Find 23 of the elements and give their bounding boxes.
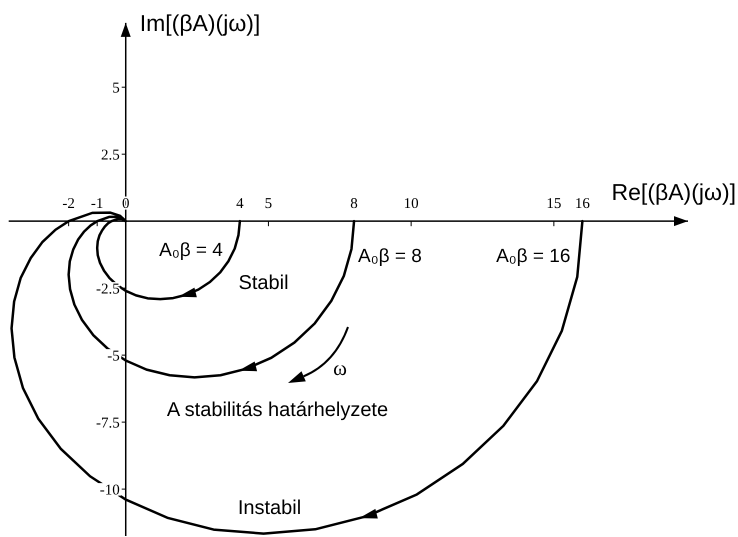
- y-tick-label: 2.5: [100, 148, 120, 164]
- x-tick-label: 15: [546, 196, 562, 212]
- series-label: A₀β = 8: [358, 246, 422, 267]
- annotation: A stabilitás határhelyzete: [166, 399, 388, 421]
- y-axis-title: Im[(βA)(jω)]: [140, 10, 260, 36]
- x-tick-label: 10: [404, 196, 419, 212]
- x-tick-label: 5: [264, 196, 272, 212]
- x-axis-title: Re[(βA)(jω)]: [612, 179, 736, 206]
- x-tick-label: 4: [236, 196, 244, 212]
- series-label: A₀β = 16: [496, 246, 570, 267]
- x-tick-label: -2: [62, 196, 75, 212]
- y-tick-label: 5: [112, 80, 120, 97]
- series-label: A₀β = 4: [159, 240, 224, 261]
- y-tick-label: -2.5: [96, 281, 120, 298]
- annotation: Stabil: [238, 272, 289, 294]
- x-tick-label: 8: [350, 196, 358, 212]
- x-tick-label: 16: [574, 196, 590, 212]
- x-tick-label: -1: [90, 196, 104, 212]
- annotation: Instabil: [238, 497, 302, 519]
- y-tick-label: -10: [100, 482, 120, 498]
- y-tick-label: -5: [107, 348, 120, 364]
- annotation: ω: [333, 356, 347, 380]
- y-tick-label: -7.5: [96, 415, 120, 432]
